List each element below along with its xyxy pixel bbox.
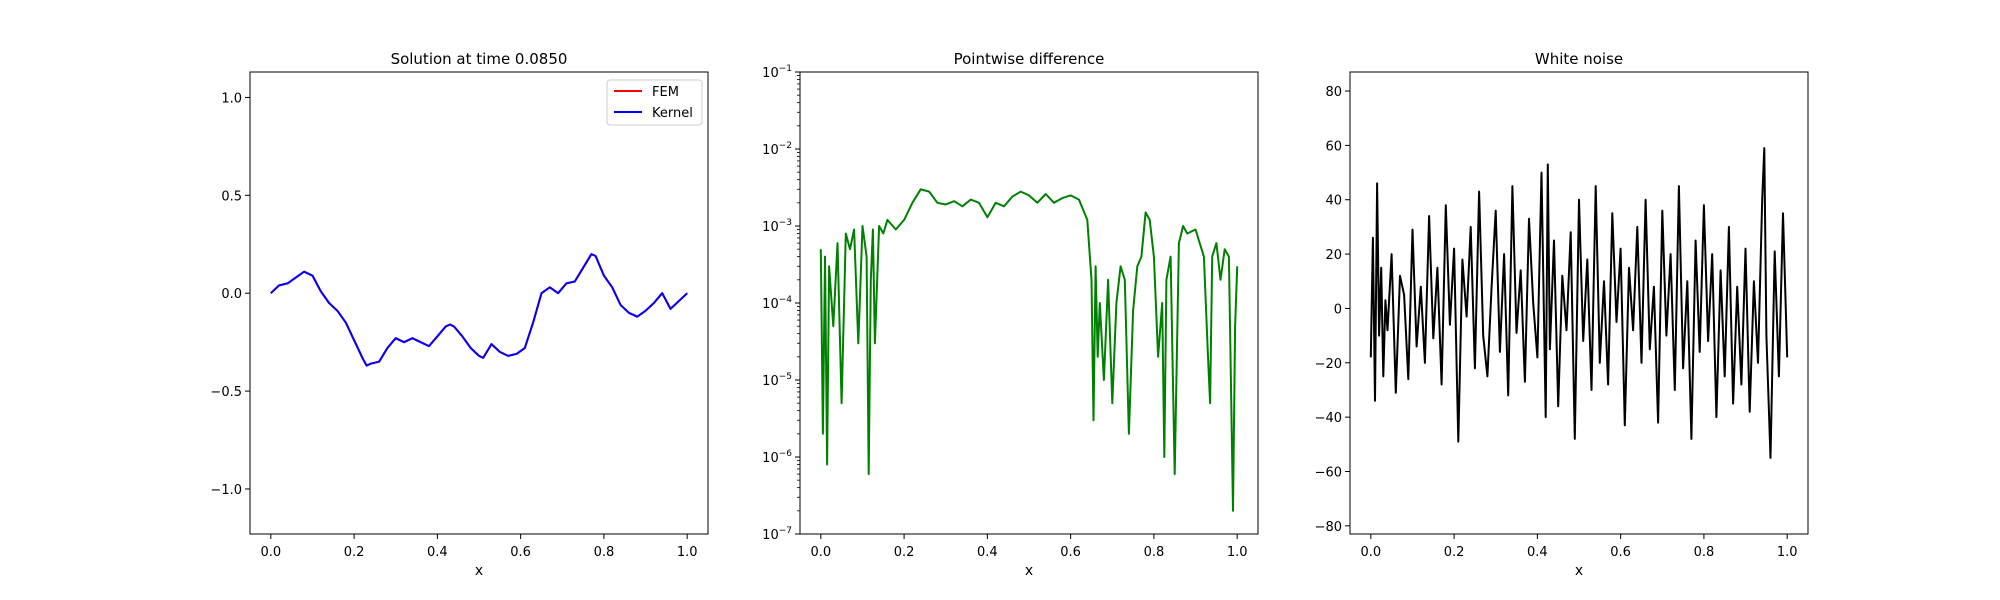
solution-y-tick-label: −1.0: [210, 483, 242, 498]
solution-y-tick-label: 0.0: [221, 287, 242, 302]
legend: FEM Kernel: [606, 79, 703, 126]
difference-y-tick-label: 10−7: [762, 526, 792, 543]
noise-y-ticks: −80 −60 −40 −20 0 20 40 60 80: [1315, 85, 1350, 535]
difference-y-ticks: 10−7 10−6 10−5 10−4 10−3 10−2 10−1: [762, 64, 800, 543]
difference-panel: Pointwise difference 0.0 0.2 0.4 0.6 0.8 1.0 …: [762, 50, 1259, 579]
noise-x-tick-label: 0.6: [1610, 545, 1631, 560]
solution-y-tick-label: −0.5: [210, 385, 242, 400]
difference-x-label: x: [1025, 563, 1033, 579]
legend-label-fem: FEM: [652, 85, 679, 100]
solution-x-tick-label: 0.4: [427, 545, 448, 560]
difference-title: Pointwise difference: [954, 50, 1105, 68]
noise-panel: White noise 0.0 0.2 0.4 0.6 0.8 1.0 −80 −60 −40…: [1315, 50, 1809, 579]
solution-panel: Solution at time 0.0850 0.0 0.2 0.4 0.6 0.8 1…: [210, 50, 709, 579]
solution-x-ticks: 0.0 0.2 0.4 0.6 0.8 1.0: [260, 534, 698, 560]
solution-x-label: x: [475, 563, 483, 579]
legend-label-kernel: Kernel: [652, 106, 693, 121]
difference-x-tick-label: 0.8: [1144, 545, 1165, 560]
difference-y-tick-label: 10−2: [762, 141, 792, 158]
difference-y-tick-label: 10−3: [762, 218, 792, 235]
noise-x-tick-label: 0.0: [1360, 545, 1381, 560]
difference-y-tick-label: 10−5: [762, 372, 792, 389]
solution-y-ticks: −1.0 −0.5 0.0 0.5 1.0: [210, 91, 250, 498]
solution-y-tick-label: 1.0: [221, 91, 242, 106]
noise-x-tick-label: 1.0: [1777, 545, 1798, 560]
noise-y-tick-label: −40: [1315, 411, 1342, 426]
difference-axes-frame: [799, 71, 1259, 535]
noise-x-tick-label: 0.2: [1444, 545, 1465, 560]
noise-y-tick-label: 40: [1325, 194, 1342, 209]
noise-y-tick-label: 20: [1325, 248, 1342, 263]
noise-y-tick-label: −80: [1315, 520, 1342, 535]
difference-x-tick-label: 0.4: [977, 545, 998, 560]
difference-x-tick-label: 0.6: [1060, 545, 1081, 560]
noise-x-label: x: [1575, 563, 1583, 579]
noise-y-tick-label: −60: [1315, 465, 1342, 480]
difference-x-tick-label: 0.0: [810, 545, 831, 560]
noise-lines: [1369, 147, 1789, 459]
noise-x-tick-label: 0.4: [1527, 545, 1548, 560]
solution-x-tick-label: 0.2: [344, 545, 365, 560]
difference-lines: [819, 188, 1239, 512]
noise-y-tick-label: 80: [1325, 85, 1342, 100]
difference-y-tick-label: 10−6: [762, 449, 792, 466]
solution-y-tick-label: 0.5: [221, 189, 242, 204]
noise-x-ticks: 0.0 0.2 0.4 0.6 0.8 1.0: [1360, 534, 1798, 560]
noise-axes-frame: [1349, 71, 1809, 535]
difference-y-tick-label: 10−4: [762, 295, 792, 312]
noise-line-series-0: [1369, 147, 1789, 459]
noise-y-tick-label: 0: [1334, 302, 1342, 317]
solution-x-tick-label: 0.0: [260, 545, 281, 560]
solution-lines: [270, 253, 688, 367]
noise-title: White noise: [1535, 50, 1623, 68]
solution-title: Solution at time 0.0850: [391, 50, 568, 68]
solution-axes-frame: [249, 71, 709, 535]
difference-y-tick-label: 10−1: [762, 64, 792, 81]
solution-x-tick-label: 1.0: [677, 545, 698, 560]
solution-x-tick-label: 0.8: [594, 545, 615, 560]
solution-line-kernel: [270, 253, 688, 367]
noise-y-tick-label: −20: [1315, 357, 1342, 372]
solution-x-tick-label: 0.6: [510, 545, 531, 560]
difference-x-tick-label: 0.2: [894, 545, 915, 560]
difference-line-series-0: [819, 188, 1239, 512]
noise-y-tick-label: 60: [1325, 139, 1342, 154]
difference-x-tick-label: 1.0: [1227, 545, 1248, 560]
noise-x-tick-label: 0.8: [1694, 545, 1715, 560]
difference-x-ticks: 0.0 0.2 0.4 0.6 0.8 1.0: [810, 534, 1248, 560]
